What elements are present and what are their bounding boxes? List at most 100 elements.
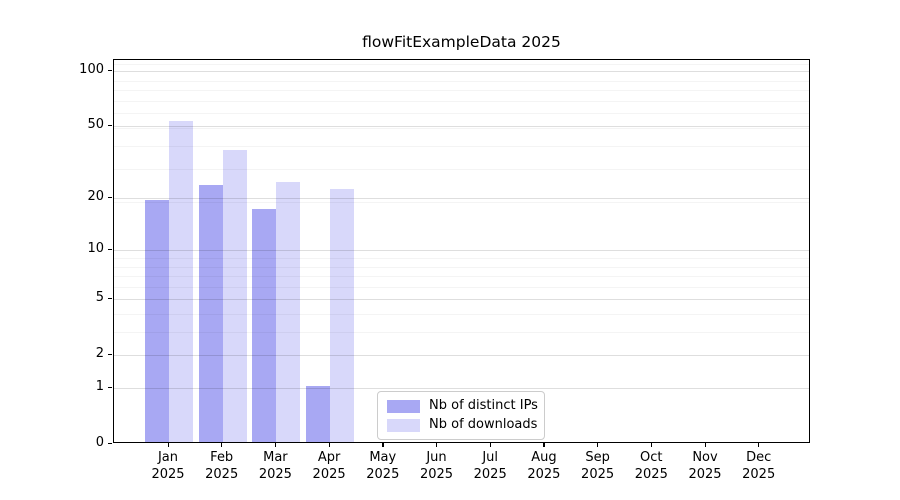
x-tick-mark	[274, 443, 277, 447]
gridline-minor	[114, 80, 809, 82]
x-tick-mark	[597, 443, 599, 447]
x-tick-label-may: May 2025	[347, 450, 419, 483]
gridline-major	[114, 388, 809, 389]
gridline-minor	[114, 128, 809, 129]
gridline-minor	[114, 113, 809, 115]
y-tick-mark	[108, 248, 112, 251]
x-tick-mark	[382, 443, 384, 447]
bar-distinct-ips-apr	[306, 386, 331, 442]
x-tick-month: Dec	[746, 450, 772, 465]
gridline-major	[114, 71, 809, 73]
x-tick-year: 2025	[312, 466, 346, 482]
y-tick-label: 1	[95, 379, 104, 394]
x-tick-label-apr: Apr 2025	[293, 450, 365, 483]
y-tick-label: 10	[87, 241, 104, 257]
legend-swatch-downloads	[387, 418, 420, 432]
x-tick-month: May	[369, 450, 397, 465]
x-tick-year: 2025	[151, 466, 185, 482]
y-tick-mark	[108, 124, 112, 127]
y-tick-label: 50	[87, 117, 104, 133]
chart-title: flowFitExampleData 2025	[362, 33, 561, 51]
gridline-minor	[114, 202, 809, 203]
gridline-minor	[114, 332, 809, 333]
x-tick-mark	[436, 443, 438, 447]
gridline-major	[114, 355, 809, 357]
bar-distinct-ips-feb	[198, 185, 223, 442]
y-tick-mark	[108, 297, 112, 300]
x-tick-mark	[167, 443, 169, 447]
x-tick-mark	[650, 443, 653, 447]
gridline-minor	[114, 314, 809, 315]
x-tick-month: Mar	[263, 450, 288, 465]
x-tick-year: 2025	[205, 466, 239, 482]
x-tick-month: Jun	[426, 450, 447, 465]
x-tick-mark	[543, 443, 545, 447]
x-tick-mark	[489, 443, 491, 447]
legend-swatch-distinct-ips	[387, 399, 420, 413]
y-tick-mark	[108, 353, 112, 356]
y-tick-label: 5	[95, 290, 104, 306]
x-tick-month: Feb	[210, 450, 234, 465]
gridline-minor	[114, 146, 809, 147]
y-tick-label: 100	[79, 62, 104, 78]
x-tick-year: 2025	[688, 466, 722, 482]
y-tick-label: 2	[95, 346, 104, 362]
x-tick-label-sep: Sep 2025	[562, 450, 634, 483]
x-tick-year: 2025	[366, 466, 400, 482]
legend-label-downloads: Nb of downloads	[429, 417, 538, 432]
gridline-minor	[114, 276, 809, 277]
x-tick-label-mar: Mar 2025	[239, 450, 311, 483]
x-tick-label-feb: Feb 2025	[186, 450, 258, 483]
x-tick-mark	[328, 443, 330, 447]
x-tick-month: Jan	[157, 450, 179, 465]
y-tick-mark	[108, 196, 112, 198]
gridline-minor	[114, 169, 809, 171]
bar-distinct-ips-mar	[252, 208, 277, 442]
bar-downloads-jan	[169, 121, 193, 442]
x-tick-year: 2025	[527, 466, 561, 482]
x-tick-year: 2025	[634, 466, 668, 482]
gridline-major	[114, 126, 809, 128]
y-tick-label: 0	[95, 435, 104, 450]
x-tick-mark	[221, 443, 223, 447]
grid-layer	[114, 60, 809, 442]
gridline-major	[114, 250, 809, 252]
x-tick-mark	[758, 443, 760, 447]
x-tick-year: 2025	[581, 466, 615, 482]
gridline-major	[114, 299, 809, 301]
y-tick-label: 20	[87, 189, 104, 205]
bar-downloads-apr	[330, 188, 355, 442]
gridline-minor	[114, 64, 809, 66]
legend-row-downloads: Nb of downloads	[387, 417, 538, 433]
x-tick-year: 2025	[473, 466, 507, 482]
x-tick-month: Aug	[531, 450, 557, 465]
x-tick-year: 2025	[258, 466, 292, 482]
x-tick-label-aug: Aug 2025	[508, 450, 580, 483]
legend-label-distinct-ips: Nb of distinct IPs	[429, 398, 538, 413]
x-tick-month: Nov	[692, 450, 718, 465]
x-tick-label-dec: Dec 2025	[723, 450, 795, 483]
x-tick-month: Sep	[585, 450, 610, 465]
legend-row-distinct-ips: Nb of distinct IPs	[387, 398, 538, 414]
gridline-minor	[114, 100, 809, 102]
y-tick-mark	[108, 442, 112, 444]
legend: Nb of distinct IPs Nb of downloads	[377, 391, 545, 440]
x-tick-label-jun: Jun 2025	[401, 450, 473, 483]
x-tick-label-oct: Oct 2025	[615, 450, 687, 483]
plot-area	[113, 59, 810, 443]
bars-layer	[114, 60, 809, 442]
x-tick-month: Jul	[482, 450, 499, 465]
x-tick-label-nov: Nov 2025	[669, 450, 741, 483]
y-tick-mark	[108, 386, 112, 388]
y-tick-mark	[108, 69, 112, 71]
x-tick-label-jan: Jan 2025	[132, 450, 204, 483]
x-tick-mark	[704, 443, 706, 447]
gridline-minor	[114, 258, 809, 259]
x-tick-month: Apr	[317, 450, 341, 465]
gridline-minor	[114, 286, 809, 288]
x-tick-year: 2025	[742, 466, 776, 482]
x-tick-month: Oct	[640, 450, 663, 465]
bar-distinct-ips-jan	[145, 200, 169, 442]
bar-downloads-feb	[222, 150, 247, 442]
